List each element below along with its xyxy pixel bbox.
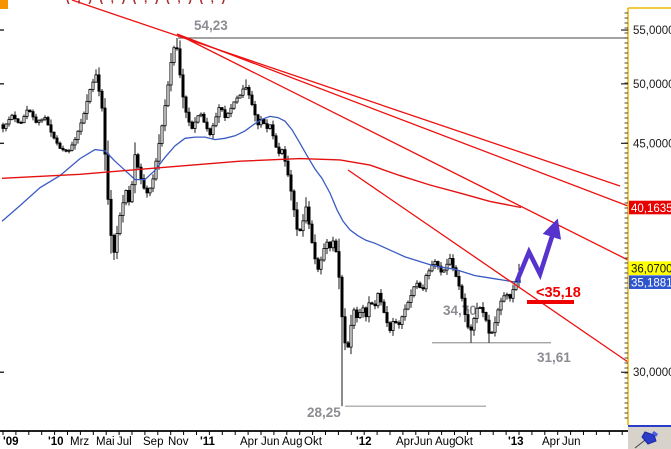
time-label-Sep: Sep	[143, 436, 163, 448]
price-label-50,0000: 50,0000	[633, 79, 671, 91]
price-axis[interactable]: 55,0000 50,0000 45,0000 30,0000 40,1635 36,07…	[0, 7, 671, 425]
drag-handle-orange[interactable]	[0, 0, 8, 9]
price-tag-label-last-price: 36,0700	[631, 264, 671, 276]
time-label-Okt: Okt	[304, 436, 323, 448]
trendlines[interactable]	[71, 0, 629, 363]
target-annotation: <35,18	[527, 285, 581, 304]
time-label-10: '10	[48, 436, 64, 448]
pushpin-icon	[634, 431, 658, 449]
price-label-45,0000: 45,0000	[633, 138, 671, 150]
downtrend-fan-2[interactable]	[176, 33, 629, 207]
time-label-Mrz: Mrz	[70, 436, 89, 448]
price-tag-blue-ma	[629, 275, 671, 289]
level-label-54,23: 54,23	[194, 18, 228, 33]
downtrend-fan-3[interactable]	[176, 33, 629, 261]
time-label-09: '09	[3, 436, 19, 448]
blue-ma-line[interactable]	[1, 115, 522, 283]
downtrend-channel[interactable]	[347, 169, 629, 363]
red-ma[interactable]	[1, 157, 522, 209]
pushpin-button[interactable]	[628, 425, 671, 449]
downtrend-long[interactable]	[71, 0, 621, 187]
time-label-Nov: Nov	[168, 436, 189, 448]
red-ma-line[interactable]	[1, 157, 522, 209]
price-tag-last-price	[629, 261, 671, 276]
time-label-Apr: Apr	[396, 436, 414, 448]
price-label-30,0000: 30,0000	[633, 367, 671, 379]
time-label-Aug: Aug	[282, 436, 302, 448]
level-label-28,25: 28,25	[307, 405, 341, 420]
time-label-11: '11	[200, 436, 215, 448]
time-label-Jun: Jun	[414, 436, 433, 448]
time-label-Aug: Aug	[435, 436, 455, 448]
hidden-level-label: 34,70	[443, 303, 477, 318]
clipped-chart-legend: ( , ) ( , ) ( , ) ( , ) ( , )	[66, 0, 366, 4]
time-label-Jun: Jun	[562, 436, 581, 448]
target-underline	[527, 300, 574, 304]
time-label-Jun: Jun	[261, 436, 280, 448]
time-axis[interactable]: '09'10 Mrz Mai Jul Sep Nov '11 Apr Jun Aug Okt '12 A…	[0, 430, 628, 448]
price-tag-label-blue-ma: 35,1881	[631, 278, 671, 290]
time-label-Apr: Apr	[542, 436, 560, 448]
price-tag-red-ma	[629, 200, 671, 215]
time-label-Okt: Okt	[455, 436, 474, 448]
projection-arrow[interactable]	[514, 218, 562, 282]
time-label-13: '13	[508, 436, 524, 448]
time-label-12: '12	[356, 436, 372, 448]
time-label-Apr: Apr	[240, 436, 258, 448]
price-label-55,0000: 55,0000	[633, 25, 671, 37]
level-lines: 54,23 31,61 28,25 34,70	[178, 18, 628, 420]
time-label-Mai: Mai	[96, 436, 115, 448]
blue-ma[interactable]	[1, 115, 522, 283]
price-tag-label-red-ma: 40,1635	[631, 203, 671, 215]
candlestick-series	[1, 37, 521, 407]
time-label-Jul: Jul	[117, 436, 132, 448]
arrow-line[interactable]	[514, 218, 562, 282]
target-label: <35,18	[536, 285, 581, 301]
level-label-31,61: 31,61	[537, 350, 571, 365]
